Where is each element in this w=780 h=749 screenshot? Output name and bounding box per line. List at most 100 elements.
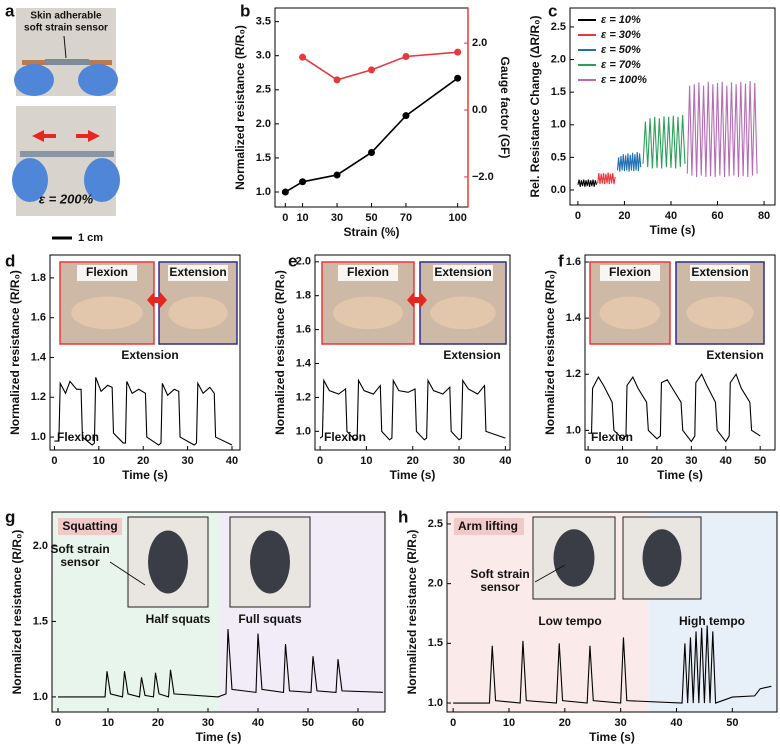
annotation: Soft strain [470,567,529,581]
plot-frame [314,254,511,451]
x-tick-label: 10 [296,212,308,224]
x-tick-label: 40 [499,455,511,467]
y2-tick-label: −2.0 [472,171,494,183]
y-tick-label: 1.5 [551,86,566,98]
panel-letter: d [5,251,15,270]
y-axis-label: Normalized resistance (R/R₀) [233,25,247,190]
annotation: Flexion [591,430,633,444]
marker [454,74,462,82]
inset-label-bg [600,265,660,281]
annotation: Extension [706,348,763,362]
series-line [302,51,458,81]
y-tick-label: 1.0 [551,119,566,131]
annotation: Flexion [324,430,366,444]
y-axis-label: Normalized resistance (R/R₀) [273,270,287,435]
marker [299,178,307,186]
marker [368,148,375,156]
annotation: High tempo [679,614,745,628]
plot-frame [569,7,776,206]
x-tick-label: 50 [754,455,766,467]
marker [333,171,341,179]
inset-arm [430,296,496,330]
x-tick-label: 30 [615,717,627,729]
x-tick-label: 100 [448,212,466,224]
series-line [54,377,233,446]
annotation: Squatting [62,519,117,533]
x-tick-label: 0 [585,455,591,467]
leader-line [534,564,566,583]
x-tick-label: 20 [651,455,663,467]
legend-label: ε = 70% [601,59,641,71]
arrow [76,130,100,142]
annotation: Half squats [146,612,211,626]
inset-label: Extension [169,265,226,279]
panel-letter: b [240,1,250,20]
x-tick-label: 80 [758,210,770,222]
y-tick-label: 1.4 [296,357,312,369]
inset-label-bg [690,265,750,281]
y-tick-label: 0.0 [551,184,566,196]
inset-label-bg [433,265,493,281]
y-tick-label: 1.2 [31,391,46,403]
photo-sensor [45,59,89,65]
inset-arm [333,296,403,330]
inset-label-bg [77,265,137,281]
plot-frame [274,7,469,208]
inset-arm [599,296,661,330]
y-tick-label: 1.8 [31,272,46,284]
x-tick-label: 20 [618,210,630,222]
photo-glove [78,64,118,96]
marker [402,112,410,120]
y-tick-label: 3.5 [256,16,271,28]
x-tick-label: 0 [55,717,61,729]
leader-line [63,35,67,59]
photo-glove [14,64,54,96]
y-tick-label: 1.8 [296,290,311,302]
x-tick-label: 60 [352,717,364,729]
photo-sensor [20,151,114,157]
x-tick-label: 40 [252,717,264,729]
x-tick-label: 40 [720,455,732,467]
y-axis-label: Normalized resistance (R/R₀) [543,270,557,435]
y-tick-label: 1.6 [31,312,46,324]
series-line [58,628,384,698]
y-tick-label: 1.6 [566,256,581,268]
x-tick-label: 10 [503,717,515,729]
x-tick-label: 40 [665,210,677,222]
y-tick-label: 2.5 [551,21,566,33]
x-axis-label: Time (s) [589,730,635,744]
y-tick-label: 1.0 [256,186,271,198]
y-tick-label: 2.0 [296,256,311,268]
x-axis-label: Time (s) [657,468,703,482]
y-tick-label: 1.0 [296,425,311,437]
chart-panel: e 0 10 20 30 40 1.0 1.2 1.4 1.6 1.8 2.0 Time (s) Norm… [273,251,511,482]
annotation: Flexion [57,430,99,444]
y2-axis-label: Gauge factor (GF) [498,56,512,158]
y2-tick-label: 2.0 [472,37,487,49]
series-line [686,81,758,177]
x-tick-label: 30 [453,455,465,467]
chart-panel: c 0 20 40 60 80 0.0 0.5 1.0 1.5 2.0 2.5 Time (s) Rel.… [528,1,776,237]
y-tick-label: 3.0 [256,50,271,62]
x-tick-label: 10 [616,455,628,467]
annotation: Soft strain [50,542,109,556]
x-tick-label: 0 [282,212,288,224]
inset-label: Extension [434,265,491,279]
inset-arm [686,296,754,330]
marker [281,188,289,196]
scale-bar-label: 1 cm [78,232,103,244]
chart-panel: b 0 10 30 50 70 100 1.0 1.5 2.0 2.5 3.0 3.5 −2.0 0.0 2.… [233,1,512,239]
y-axis-label: Normalized resistance (R/R₀) [8,270,22,435]
marker [299,53,307,61]
y-tick-label: 1.2 [296,391,311,403]
y-tick-label: 1.5 [33,615,48,627]
x-tick-label: 40 [670,717,682,729]
marker [402,52,410,60]
x-tick-label: 0 [450,717,456,729]
y-tick-label: 0.5 [551,151,566,163]
y-tick-label: 1.2 [566,368,581,380]
chart-panel: g 0 10 20 30 40 50 60 1.0 1.5 2.0 Time (s) Normalize… [5,507,386,744]
x-tick-label: 0 [317,455,323,467]
x-tick-label: 70 [400,212,412,224]
x-axis-label: Time (s) [650,223,696,237]
